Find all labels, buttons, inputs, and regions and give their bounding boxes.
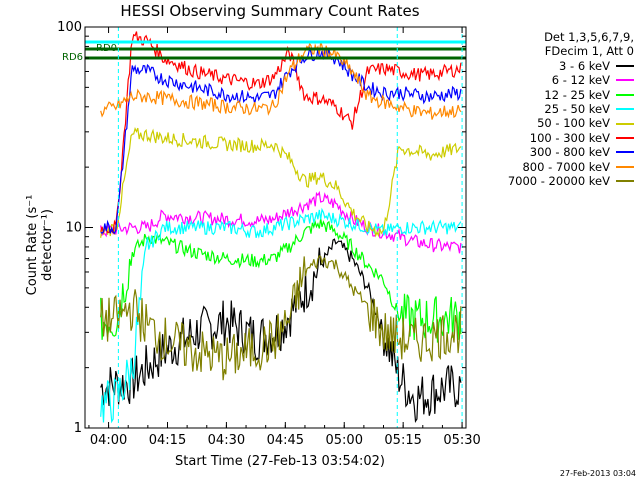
legend-swatch [616,165,634,168]
chart-title: HESSI Observing Summary Count Rates [120,2,420,20]
series-line-5 [100,31,462,235]
series-line-1 [100,190,462,254]
legend-label: 100 - 300 keV [529,130,610,145]
x-tick-label-1: 04:15 [149,433,186,448]
x-tick-label-2: 04:30 [208,433,245,448]
legend-header-2: FDecim 1, Att 0 [544,44,634,59]
x-tick-label-0: 04:00 [90,433,127,448]
series-line-7 [100,41,462,120]
legend-label: 50 - 100 keV [537,116,610,131]
legend-label: 300 - 800 keV [529,145,610,160]
legend-label: 800 - 7000 keV [522,159,610,174]
y-tick-label-2: 100 [57,20,82,35]
legend-swatch [616,137,634,140]
attenuator-label-rd0: RD0 [96,43,117,54]
legend-item-2: 12 - 25 keV [482,88,634,102]
legend-rows: 3 - 6 keV 6 - 12 keV 12 - 25 keV 25 - 50 ke… [482,59,634,189]
legend-label: 3 - 6 keV [559,58,610,73]
legend-item-5: 100 - 300 keV [482,131,634,145]
x-tick-label-6: 05:30 [443,433,480,448]
x-axis-label: Start Time (27-Feb-13 03:54:02) [175,454,385,469]
legend-label: 7000 - 20000 keV [507,174,610,189]
legend: Det 1,3,5,6,7,9, FDecim 1, Att 0 3 - 6 k… [482,30,634,188]
legend-swatch [616,93,634,96]
legend-header-1: Det 1,3,5,6,7,9, [544,30,634,44]
legend-item-7: 800 - 7000 keV [482,160,634,174]
legend-item-4: 50 - 100 keV [482,116,634,130]
legend-swatch [616,108,634,111]
x-tick-label-3: 04:45 [267,433,304,448]
series-line-8 [100,255,462,381]
legend-item-8: 7000 - 20000 keV [482,174,634,188]
axis-layer: 04:00 04:15 04:30 04:45 05:00 05:15 05:30 1 10 10… [57,20,481,448]
series-line-2 [100,218,462,343]
legend-swatch [616,65,634,68]
legend-swatch [616,79,634,82]
legend-item-6: 300 - 800 keV [482,145,634,159]
legend-label: 25 - 50 keV [544,102,610,117]
series-line-6 [100,45,462,235]
y-tick-label-1: 10 [65,221,82,236]
legend-item-3: 25 - 50 keV [482,102,634,116]
legend-swatch [616,180,634,183]
legend-label: 6 - 12 keV [551,73,610,88]
legend-swatch [616,151,634,154]
attenuator-label-rd6: RD6 [62,52,83,63]
timestamp: 27-Feb-2013 03:04 [559,469,636,478]
y-tick-label-0: 1 [74,421,82,436]
series-line-3 [100,207,462,424]
legend-label: 12 - 25 keV [544,87,610,102]
marker-layer [85,27,466,428]
series-line-4 [100,127,462,238]
series-layer [100,31,462,424]
legend-swatch [616,122,634,125]
x-tick-label-4: 05:00 [326,433,363,448]
x-tick-label-5: 05:15 [384,433,421,448]
legend-item-1: 6 - 12 keV [482,73,634,87]
legend-item-0: 3 - 6 keV [482,59,634,73]
